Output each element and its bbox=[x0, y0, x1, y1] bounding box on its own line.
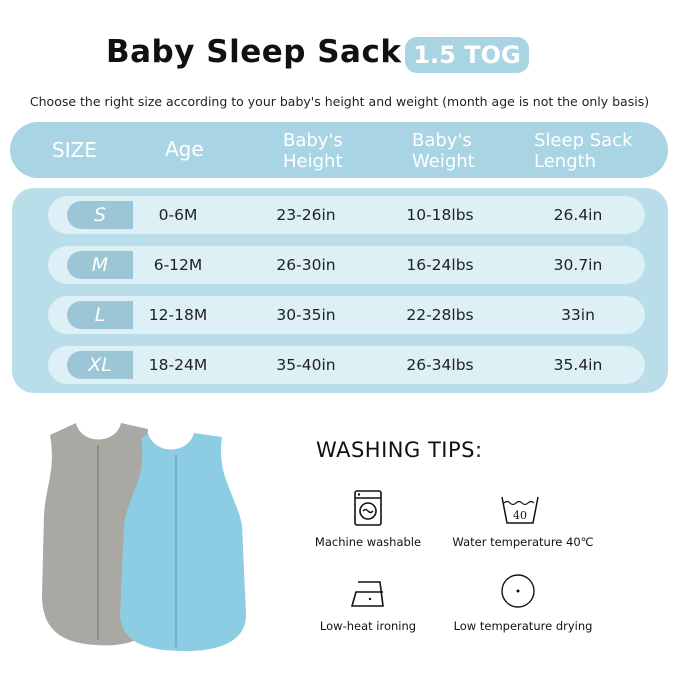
table-row: XL 18-24M 35-40in 26-34lbs 35.4in bbox=[48, 346, 645, 384]
cell-weight: 22-28lbs bbox=[406, 306, 474, 324]
cell-length: 26.4in bbox=[553, 206, 603, 224]
cell-height: 26-30in bbox=[276, 256, 336, 274]
table-row: L 12-18M 30-35in 22-28lbs 33in bbox=[48, 296, 645, 334]
cell-length: 33in bbox=[561, 306, 595, 324]
washing-tips-title: WASHING TIPS: bbox=[316, 438, 483, 462]
size-badge: S bbox=[67, 201, 133, 229]
header-weight-line2: Weight bbox=[412, 151, 475, 172]
header-size: SIZE bbox=[52, 138, 97, 162]
header-length-line2: Length bbox=[534, 151, 597, 172]
wash-40-icon: 40 bbox=[501, 496, 539, 524]
cell-age: 0-6M bbox=[158, 206, 198, 224]
size-badge: M bbox=[67, 251, 133, 279]
cell-weight: 16-24lbs bbox=[406, 256, 474, 274]
cell-height: 30-35in bbox=[276, 306, 336, 324]
size-badge: XL bbox=[67, 351, 133, 379]
cell-weight: 26-34lbs bbox=[406, 356, 474, 374]
cell-age: 6-12M bbox=[153, 256, 203, 274]
tip-low-temperature-drying: Low temperature drying bbox=[453, 619, 593, 633]
table-row: M 6-12M 26-30in 16-24lbs 30.7in bbox=[48, 246, 645, 284]
header-length: Sleep Sack Length bbox=[534, 130, 633, 172]
page-title: Baby Sleep Sack bbox=[106, 34, 402, 70]
wash-temperature: 40 bbox=[513, 509, 527, 522]
header-height-line1: Baby's bbox=[283, 130, 343, 151]
table-header: SIZE Age Baby's Height Baby's Weight Sleep… bbox=[10, 122, 668, 178]
tip-low-heat-ironing: Low-heat ironing bbox=[319, 619, 417, 633]
sleep-sack-image bbox=[42, 423, 246, 651]
cell-age: 18-24M bbox=[148, 356, 208, 374]
header-weight: Baby's Weight bbox=[412, 130, 475, 172]
tumble-dry-low-icon bbox=[501, 574, 535, 608]
iron-low-heat-icon bbox=[350, 581, 384, 607]
blue-sleep-sack bbox=[120, 433, 246, 651]
subtitle: Choose the right size according to your … bbox=[29, 94, 650, 109]
cell-height: 23-26in bbox=[276, 206, 336, 224]
washing-machine-icon bbox=[354, 490, 382, 526]
header-height-line2: Height bbox=[283, 151, 343, 172]
header-age: Age bbox=[165, 137, 204, 161]
cell-length: 35.4in bbox=[553, 356, 603, 374]
size-badge: L bbox=[67, 301, 133, 329]
header-weight-line1: Baby's bbox=[412, 130, 472, 151]
header-length-line1: Sleep Sack bbox=[534, 130, 633, 151]
cell-weight: 10-18lbs bbox=[406, 206, 474, 224]
tip-machine-washable: Machine washable bbox=[314, 535, 422, 549]
header-height: Baby's Height bbox=[283, 130, 343, 172]
table-row: S 0-6M 23-26in 10-18lbs 26.4in bbox=[48, 196, 645, 234]
cell-length: 30.7in bbox=[553, 256, 603, 274]
tip-water-temperature: Water temperature 40℃ bbox=[452, 535, 594, 549]
size-table: S 0-6M 23-26in 10-18lbs 26.4in M 6-12M 26-30in 1… bbox=[12, 188, 668, 393]
cell-age: 12-18M bbox=[148, 306, 208, 324]
cell-height: 35-40in bbox=[276, 356, 336, 374]
tog-badge: 1.5 TOG bbox=[405, 37, 529, 73]
